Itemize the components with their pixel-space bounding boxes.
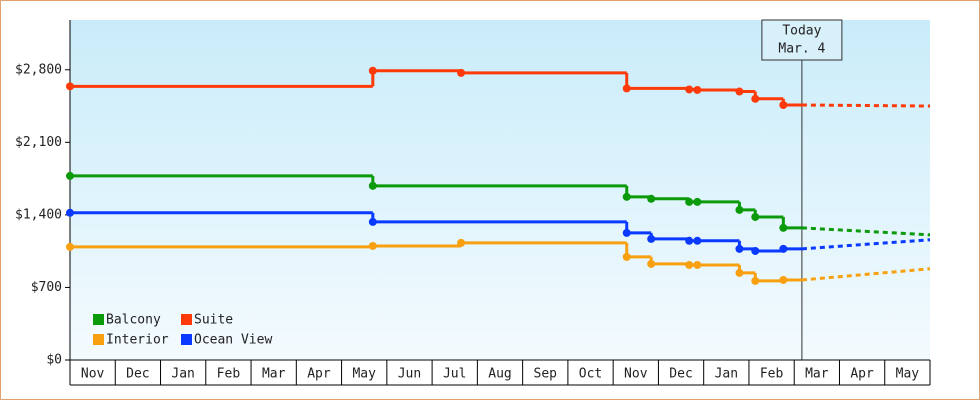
today-box xyxy=(761,19,843,61)
price-point xyxy=(685,85,694,94)
legend-swatch xyxy=(93,314,104,325)
x-tick-label: Apr xyxy=(850,367,874,382)
price-point xyxy=(622,252,631,261)
price-point xyxy=(685,260,694,269)
legend-swatch xyxy=(181,314,192,325)
price-point xyxy=(368,217,377,226)
legend-swatch xyxy=(93,334,104,345)
price-point xyxy=(647,234,656,243)
price-point xyxy=(751,94,760,103)
price-point xyxy=(66,242,74,251)
price-point xyxy=(368,66,377,75)
legend-label: Balcony xyxy=(106,313,161,328)
x-tick-label: May xyxy=(352,367,376,382)
price-point xyxy=(751,212,760,221)
price-point xyxy=(751,276,760,285)
today-label: Today xyxy=(782,24,821,39)
x-tick-label: Mar xyxy=(805,367,829,382)
price-point xyxy=(693,85,702,94)
price-point xyxy=(368,181,377,190)
plot-area xyxy=(70,20,930,360)
price-point xyxy=(66,82,74,91)
y-tick-label: $1,400 xyxy=(15,207,62,222)
legend-label: Suite xyxy=(194,313,233,328)
x-tick-label: Nov xyxy=(81,367,105,382)
x-tick-label: Feb xyxy=(760,367,784,382)
x-tick-label: Feb xyxy=(217,367,241,382)
forecast-line xyxy=(801,267,931,282)
y-tick-label: $700 xyxy=(31,280,62,295)
x-tick-label: Sep xyxy=(534,367,558,382)
x-tick-label: Apr xyxy=(307,367,331,382)
x-tick-label: May xyxy=(896,367,920,382)
price-point xyxy=(647,194,656,203)
price-point xyxy=(66,171,74,180)
price-point xyxy=(457,68,466,77)
forecast-line xyxy=(801,103,931,108)
price-point xyxy=(622,84,631,93)
price-point xyxy=(693,260,702,269)
legend-label: Interior xyxy=(106,333,169,348)
price-point xyxy=(647,259,656,268)
y-tick-label: $0 xyxy=(46,353,62,368)
price-point xyxy=(693,236,702,245)
forecast-line xyxy=(801,238,931,251)
price-point xyxy=(735,87,744,96)
price-point xyxy=(779,223,788,232)
price-point xyxy=(735,244,744,253)
price-point xyxy=(735,205,744,214)
legend-swatch xyxy=(181,334,192,345)
x-tick-label: Aug xyxy=(488,367,511,382)
x-tick-label: Dec xyxy=(669,367,692,382)
price-point xyxy=(622,228,631,237)
y-tick-label: $2,100 xyxy=(15,135,62,150)
price-point xyxy=(368,241,377,250)
price-point xyxy=(622,192,631,201)
price-point xyxy=(66,208,74,217)
x-tick-label: Jan xyxy=(715,367,738,382)
price-point xyxy=(735,268,744,277)
price-point xyxy=(779,275,788,284)
x-tick-label: Oct xyxy=(579,367,602,382)
forecast-line xyxy=(801,226,931,237)
x-tick-label: Mar xyxy=(262,367,286,382)
price-point xyxy=(685,236,694,245)
x-tick-label: Jun xyxy=(398,367,421,382)
price-point xyxy=(751,246,760,255)
price-point xyxy=(693,197,702,206)
x-tick-label: Jul xyxy=(443,367,466,382)
today-date: Mar. 4 xyxy=(778,42,825,57)
price-point xyxy=(779,101,788,109)
price-point xyxy=(779,244,788,253)
price-point xyxy=(685,197,694,206)
price-point xyxy=(457,238,466,247)
x-tick-label: Jan xyxy=(171,367,194,382)
x-tick-label: Dec xyxy=(126,367,149,382)
y-tick-label: $2,800 xyxy=(15,62,62,77)
x-tick-label: Nov xyxy=(624,367,648,382)
legend-label: Ocean View xyxy=(194,333,272,348)
